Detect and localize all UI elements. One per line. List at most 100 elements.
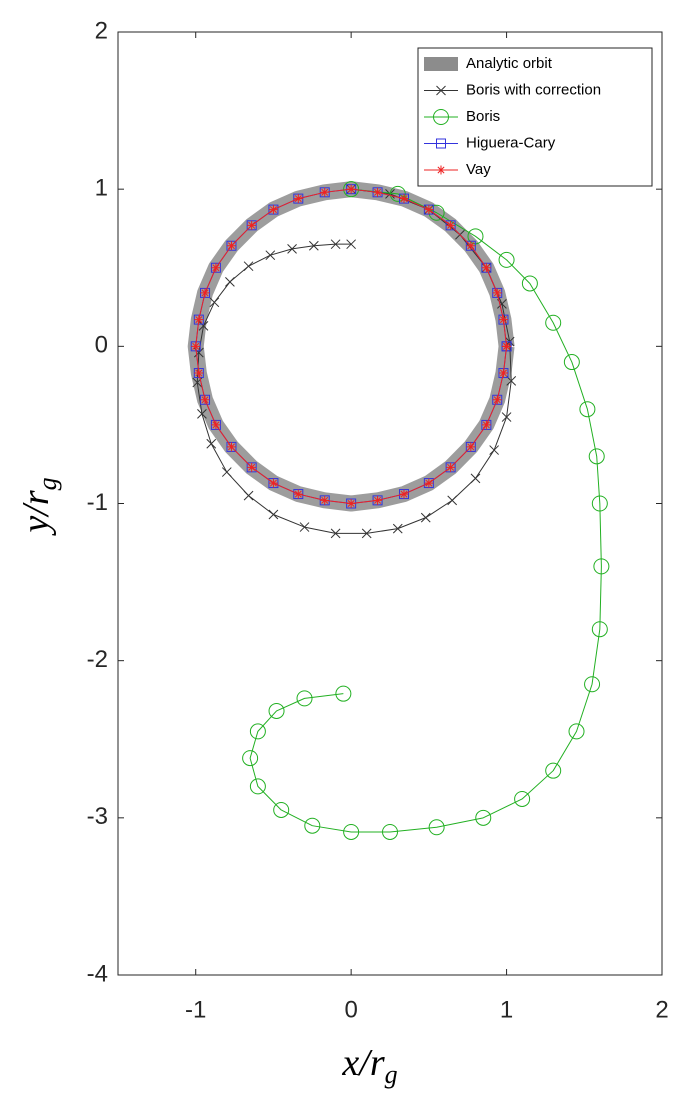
- marker-star: [200, 395, 210, 405]
- y-tick-label: -3: [87, 803, 108, 830]
- marker-star: [320, 187, 330, 197]
- marker-x: [206, 438, 217, 449]
- y-tick-label: 1: [95, 175, 108, 202]
- y-axis-label-sub: g: [33, 477, 62, 490]
- marker-x: [221, 467, 232, 477]
- marker-star: [502, 341, 512, 351]
- marker-star: [346, 499, 356, 508]
- marker-star: [200, 288, 210, 298]
- marker-circle: [249, 778, 266, 795]
- marker-circle: [584, 676, 601, 693]
- legend-entry: Analytic orbit: [424, 55, 553, 72]
- legend-label: Analytic orbit: [466, 55, 553, 72]
- marker-x: [243, 490, 254, 501]
- marker-circle: [591, 621, 608, 638]
- marker-circle: [545, 314, 562, 331]
- marker-star: [226, 241, 236, 251]
- series-line: [249, 188, 602, 833]
- marker-star: [399, 489, 409, 499]
- legend: Analytic orbit Boris with correction Boris…: [417, 47, 653, 187]
- marker-circle: [514, 790, 531, 807]
- y-tick-label: -4: [87, 960, 108, 987]
- marker-star: [492, 288, 502, 298]
- marker-x: [361, 528, 372, 539]
- marker-star: [498, 315, 508, 325]
- marker-circle: [545, 762, 562, 779]
- series: [242, 181, 610, 840]
- marker-star: [466, 241, 476, 251]
- y-tick-label: 2: [95, 17, 108, 44]
- marker-circle: [428, 819, 445, 836]
- marker-star: [424, 478, 434, 488]
- marker-star: [481, 263, 491, 273]
- marker-circle: [433, 109, 449, 125]
- marker-star: [211, 420, 221, 430]
- marker-circle: [343, 181, 360, 198]
- legend-label: Vay: [466, 161, 491, 178]
- marker-star: [446, 220, 456, 230]
- marker-circle: [343, 823, 360, 840]
- marker-x: [330, 528, 341, 539]
- marker-star: [492, 395, 502, 405]
- legend-label: Boris: [466, 108, 500, 125]
- marker-x: [225, 277, 235, 287]
- legend-entry: Vay: [424, 161, 491, 178]
- marker-star: [373, 495, 383, 505]
- marker-circle: [568, 723, 585, 740]
- marker-circle: [382, 823, 398, 840]
- marker-x: [209, 297, 220, 308]
- marker-x: [501, 412, 512, 422]
- marker-star: [226, 442, 236, 452]
- marker-circle: [304, 817, 321, 834]
- legend-label: Higuera-Cary: [466, 134, 556, 151]
- marker-x: [436, 85, 446, 96]
- x-axis-label-sub: g: [385, 1060, 398, 1089]
- x-tick-label: 1: [500, 996, 513, 1023]
- marker-star: [466, 442, 476, 452]
- marker-x: [268, 509, 279, 520]
- legend-entry: Boris: [424, 108, 500, 125]
- plot-area: [187, 181, 610, 840]
- legend-entry: Higuera-Cary: [424, 134, 556, 151]
- x-tick-label: -1: [185, 996, 206, 1023]
- marker-star: [399, 194, 409, 204]
- marker-x: [265, 250, 276, 261]
- marker-circle: [242, 750, 259, 767]
- marker-x: [392, 523, 403, 534]
- marker-x: [299, 522, 310, 532]
- marker-circle: [563, 354, 580, 371]
- marker-x: [243, 261, 254, 272]
- x-axis-label: x/rg: [341, 1042, 397, 1089]
- marker-x: [197, 409, 207, 419]
- marker-star: [268, 478, 278, 488]
- marker-x: [489, 445, 499, 455]
- marker-star: [211, 263, 221, 273]
- marker-star: [293, 489, 303, 499]
- marker-circle: [588, 448, 605, 465]
- marker-star: [373, 187, 383, 197]
- marker-x: [470, 473, 481, 484]
- marker-circle: [521, 275, 538, 292]
- marker-x: [420, 512, 431, 523]
- y-tick-label: 0: [95, 332, 108, 359]
- marker-star: [268, 205, 278, 215]
- y-tick-label: -2: [87, 646, 108, 673]
- marker-star: [247, 462, 257, 472]
- legend-entry: Boris with correction: [424, 81, 601, 98]
- marker-circle: [593, 558, 610, 575]
- marker-circle: [475, 809, 492, 826]
- marker-star: [436, 165, 446, 175]
- y-axis-label: y/rg: [15, 477, 62, 536]
- marker-star: [498, 368, 508, 378]
- marker-circle: [579, 401, 596, 418]
- x-axis-label-main: x/r: [341, 1042, 384, 1084]
- marker-star: [191, 341, 201, 351]
- x-tick-label: 0: [344, 996, 357, 1023]
- marker-circle: [249, 723, 266, 740]
- marker-circle: [268, 702, 285, 719]
- marker-x: [346, 239, 356, 250]
- legend-swatch: [424, 57, 458, 71]
- marker-star: [194, 315, 204, 325]
- marker-circle: [591, 495, 608, 512]
